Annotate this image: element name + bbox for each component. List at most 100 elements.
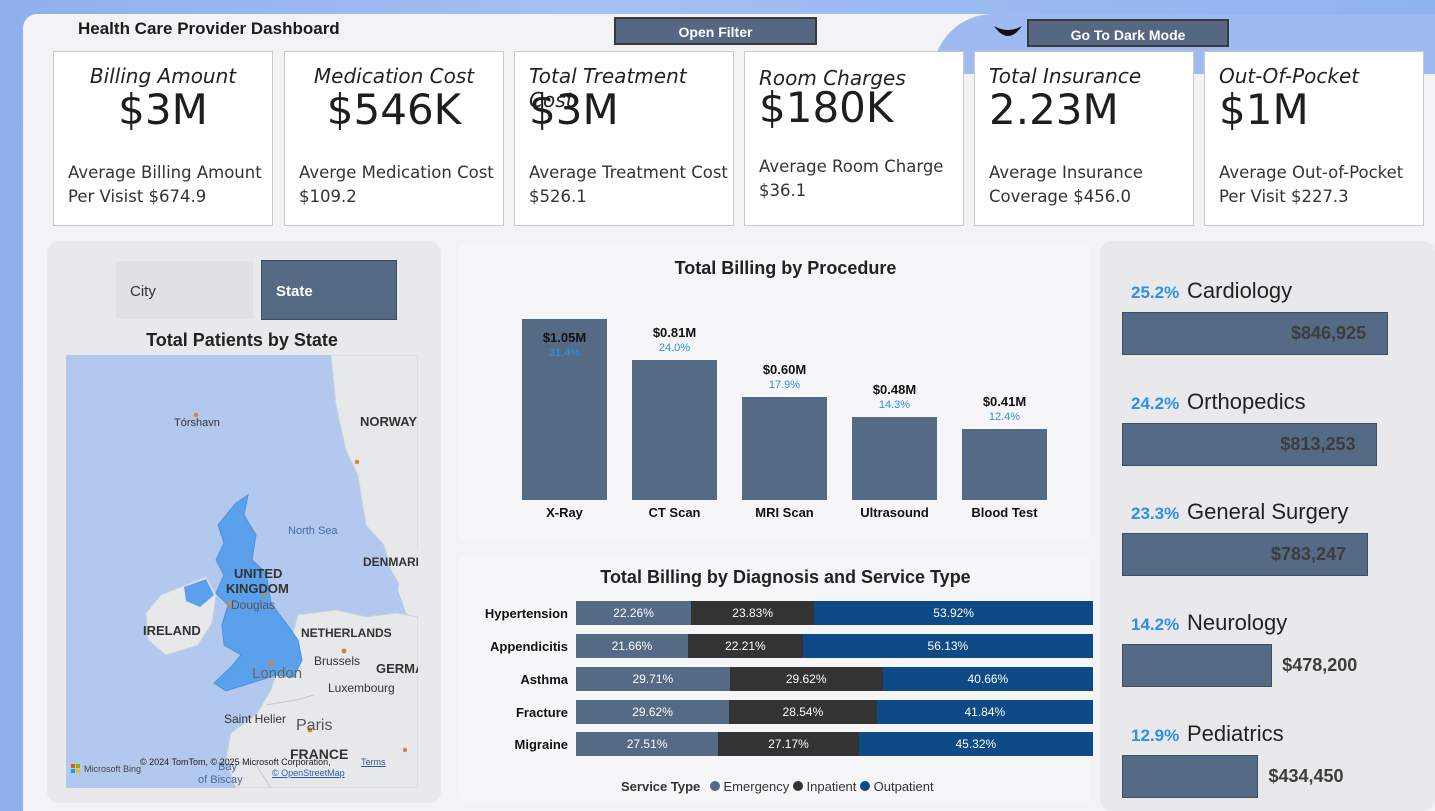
diagnosis-segment-outpatient[interactable]: 45.32%: [858, 732, 1093, 756]
procedure-category-label: Ultrasound: [860, 505, 929, 520]
kpi-value: $3M: [529, 85, 619, 134]
procedure-bar-value: $0.48M: [872, 382, 917, 398]
kpi-card: Total Treatment Cost $3M Average Treatment…: [514, 51, 734, 226]
diagnosis-segment-emergency[interactable]: 22.26%: [576, 601, 692, 625]
department-percent: 12.9%: [1131, 726, 1180, 745]
department-value: $478,200: [1282, 655, 1358, 675]
map-label-saint-helier: Saint Helier: [224, 712, 287, 726]
legend-outpatient: Outpatient: [873, 779, 934, 794]
map-label-bay: Bay: [218, 761, 237, 773]
kpi-title: Total Insurance: [989, 64, 1142, 88]
kpi-value: $546K: [326, 85, 462, 134]
map-view[interactable]: Tórshavn NORWAY North Sea UNITED KINGDOM…: [66, 355, 418, 788]
map-label-douglas: Douglas: [231, 598, 276, 612]
diagnosis-segment-emergency[interactable]: 21.66%: [576, 634, 688, 658]
legend-emergency: Emergency: [723, 779, 790, 794]
procedure-chart-title: Total Billing by Procedure: [674, 258, 897, 278]
department-bar[interactable]: [1122, 644, 1273, 687]
department-bar[interactable]: [1122, 533, 1368, 576]
diagnosis-segment-emergency[interactable]: 29.71%: [576, 667, 730, 691]
map-label-brussels: Brussels: [314, 654, 361, 668]
procedure-bar-percent: 24.0%: [658, 342, 691, 355]
procedure-chart-panel: Total Billing by Procedure $1.05M 31.4% X-…: [458, 241, 1091, 543]
kpi-subtitle-value: Coverage $456.0: [989, 187, 1132, 206]
procedure-category-label: Blood Test: [971, 505, 1038, 520]
legend-inpatient-swatch: [792, 781, 803, 791]
diagnosis-segment-outpatient[interactable]: 53.92%: [814, 601, 1093, 625]
bing-logo-text: Microsoft Bing: [84, 764, 142, 774]
procedure-bar[interactable]: [852, 417, 937, 500]
procedure-bar-value: $0.41M: [982, 394, 1027, 410]
procedure-category-label: CT Scan: [648, 505, 701, 520]
department-bar[interactable]: [1122, 423, 1378, 466]
map-osm-link[interactable]: © OpenStreetMap: [272, 768, 345, 778]
map-terms-link[interactable]: Terms: [361, 757, 386, 767]
map-label-north-sea: North Sea: [288, 525, 338, 537]
department-bar[interactable]: [1122, 312, 1388, 355]
department-value: $434,450: [1268, 766, 1344, 786]
department-percent: 25.2%: [1131, 283, 1180, 302]
diagnosis-chart-title: Total Billing by Diagnosis and Service T…: [600, 567, 971, 587]
diagnosis-category-label: Asthma: [520, 672, 568, 687]
procedure-bar-percent: 31.4%: [548, 347, 581, 359]
map-label-netherlands: NETHERLANDS: [301, 626, 392, 640]
department-percent: 23.3%: [1131, 504, 1180, 523]
dashboard-canvas: Health Care Provider Dashboard Open Filt…: [23, 14, 1435, 811]
kpi-subtitle: Average Out-of-Pocket: [1219, 163, 1404, 182]
kpi-subtitle: Average Treatment Cost: [529, 163, 728, 182]
procedure-category-label: X-Ray: [546, 505, 583, 520]
diagnosis-segment-outpatient[interactable]: 40.66%: [882, 667, 1093, 691]
map-label-paris: Paris: [296, 717, 333, 734]
procedure-bar[interactable]: [632, 360, 717, 500]
kpi-title: Room Charges: [759, 66, 906, 90]
legend-outpatient-swatch: [860, 781, 871, 791]
diagnosis-segment-inpatient[interactable]: 23.83%: [691, 601, 815, 625]
diagnosis-segment-inpatient[interactable]: 28.54%: [729, 700, 877, 724]
department-name: Cardiology: [1187, 278, 1293, 303]
kpi-value: $180K: [759, 83, 894, 132]
page-title: Health Care Provider Dashboard: [78, 19, 340, 38]
kpi-subtitle-value: Per Visit $227.3: [1219, 187, 1349, 206]
kpi-subtitle-value: $109.2: [299, 187, 357, 206]
department-bar[interactable]: [1122, 755, 1259, 798]
diagnosis-segment-emergency[interactable]: 29.62%: [576, 700, 730, 724]
kpi-value: 2.23M: [989, 85, 1119, 134]
map-title: Total Patients by State: [146, 330, 338, 350]
microsoft-logo-icon: [71, 764, 81, 774]
kpi-card: Room Charges $180K Average Room Charge $36.…: [744, 51, 964, 226]
diagnosis-segment-inpatient[interactable]: 22.21%: [687, 634, 803, 658]
diagnosis-category-label: Fracture: [515, 705, 568, 720]
kpi-subtitle-value: $526.1: [529, 187, 587, 206]
open-filter-button[interactable]: Open Filter: [614, 17, 817, 45]
diagnosis-segment-outpatient[interactable]: 56.13%: [802, 634, 1093, 658]
diagnosis-segment-outpatient[interactable]: 41.84%: [876, 700, 1093, 724]
procedure-bar-value: $0.60M: [762, 361, 807, 377]
map-panel: City State Total Patients by State: [47, 241, 441, 803]
diagnosis-segment-inpatient[interactable]: 27.17%: [718, 732, 859, 756]
kpi-card: Medication Cost $546K Averge Medication Co…: [284, 51, 504, 226]
state-toggle-button[interactable]: State: [261, 260, 397, 320]
department-bar-list: 25.2% Cardiology $846,925 24.2% Orthopedics $…: [1100, 241, 1435, 811]
department-name: Orthopedics: [1187, 389, 1306, 414]
kpi-subtitle: Average Room Charge: [759, 157, 944, 176]
department-percent: 14.2%: [1131, 615, 1180, 634]
procedure-bar[interactable]: [742, 396, 827, 500]
map-label-denmark: DENMARK: [363, 555, 418, 569]
map-label-torshavn: Tórshavn: [174, 417, 220, 429]
kpi-title: Out-Of-Pocket: [1219, 64, 1360, 88]
map-label-ireland: IRELAND: [143, 623, 201, 638]
diagnosis-segment-inpatient[interactable]: 29.62%: [729, 667, 883, 691]
procedure-bar-value: $1.05M: [542, 330, 587, 345]
moon-icon[interactable]: [993, 24, 1023, 40]
department-value: $813,253: [1280, 434, 1356, 454]
kpi-value: $1M: [1219, 85, 1309, 134]
dark-mode-button[interactable]: Go To Dark Mode: [1027, 19, 1229, 47]
procedure-bar[interactable]: [962, 429, 1047, 500]
department-panel: 25.2% Cardiology $846,925 24.2% Orthopedics $…: [1100, 241, 1435, 811]
diagnosis-chart-panel: Total Billing by Diagnosis and Service T…: [458, 553, 1093, 803]
city-toggle-button[interactable]: City: [116, 261, 253, 319]
procedure-bar[interactable]: [522, 319, 607, 500]
kpi-card: Total Insurance 2.23M Average Insurance Cov…: [974, 51, 1194, 226]
diagnosis-segment-emergency[interactable]: 27.51%: [576, 732, 719, 756]
legend-title: Service Type: [621, 779, 701, 794]
